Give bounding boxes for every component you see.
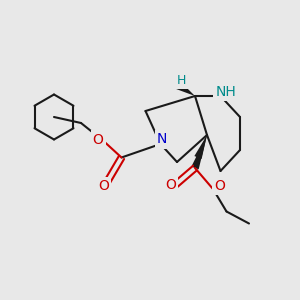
Polygon shape	[176, 82, 195, 96]
Text: H: H	[177, 74, 186, 87]
Text: O: O	[165, 178, 176, 192]
Text: O: O	[93, 133, 104, 146]
Text: N: N	[157, 133, 167, 146]
Polygon shape	[191, 135, 207, 169]
Text: O: O	[98, 179, 109, 193]
Text: O: O	[214, 179, 225, 193]
Polygon shape	[194, 135, 207, 159]
Text: NH: NH	[215, 85, 236, 98]
